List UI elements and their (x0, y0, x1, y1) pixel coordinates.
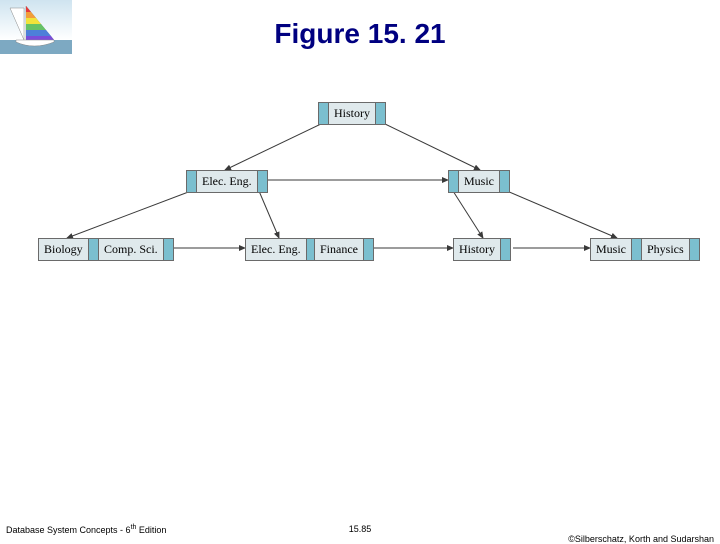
tree-node: Comp. Sci. (98, 238, 174, 261)
tree-node: Music (448, 170, 510, 193)
tree-node: Physics (641, 238, 700, 261)
tree-node-label: Music (459, 171, 499, 192)
tree-node: Music (590, 238, 642, 261)
tree-node: Elec. Eng. (245, 238, 317, 261)
btree-diagram: History Elec. Eng. Music Biology Comp. Sci. E… (0, 90, 720, 290)
tree-node-label: Elec. Eng. (197, 171, 257, 192)
tree-node-label: Physics (642, 239, 689, 260)
tree-node: Elec. Eng. (186, 170, 268, 193)
tree-node-label: Music (591, 239, 631, 260)
footer-left: Database System Concepts - 6th Edition (6, 524, 166, 535)
tree-node: Biology (38, 238, 99, 261)
tree-node-label: Finance (315, 239, 363, 260)
footer-copyright: ©Silberschatz, Korth and Sudarshan (568, 534, 714, 544)
tree-node: History (318, 102, 386, 125)
tree-node: History (453, 238, 511, 261)
tree-node-label: History (329, 103, 375, 124)
tree-node: Finance (314, 238, 374, 261)
tree-node-label: History (454, 239, 500, 260)
tree-node-label: Comp. Sci. (99, 239, 163, 260)
tree-node-label: Biology (39, 239, 88, 260)
figure-title: Figure 15. 21 (0, 18, 720, 50)
slide-footer: Database System Concepts - 6th Edition 1… (0, 524, 720, 534)
tree-node-label: Elec. Eng. (246, 239, 306, 260)
